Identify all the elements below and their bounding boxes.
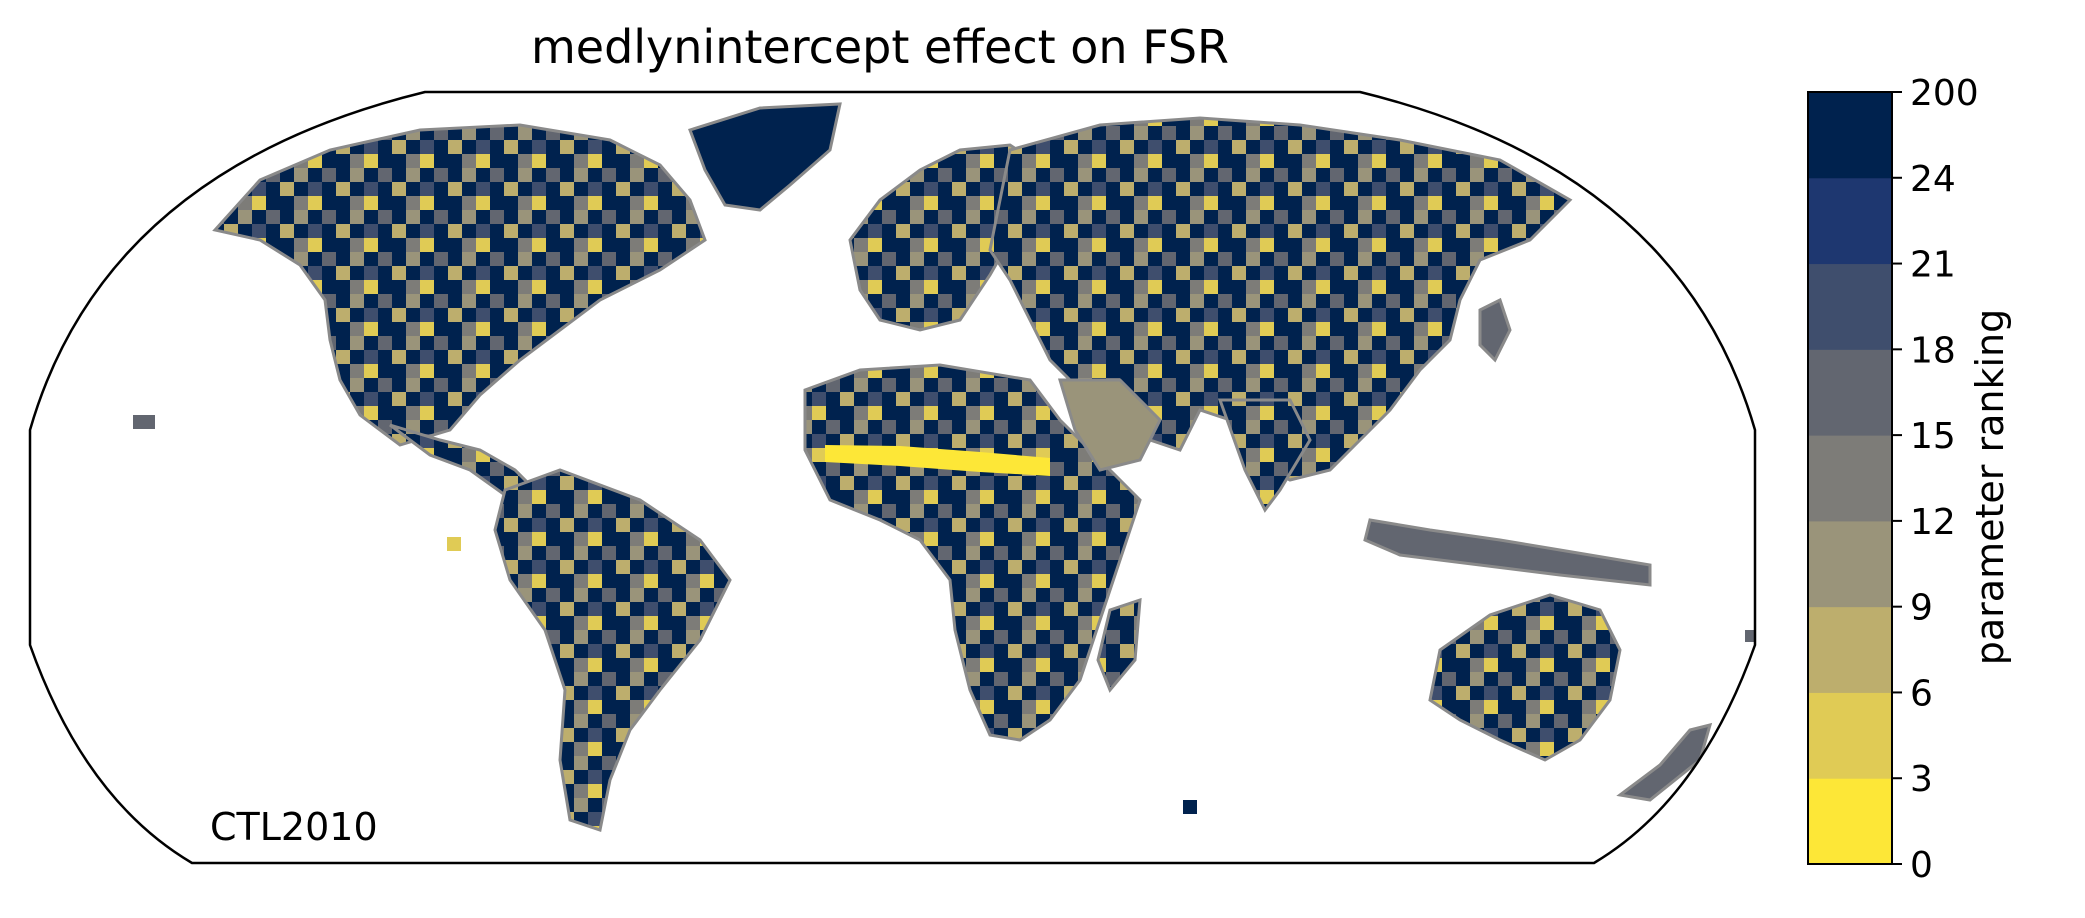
south-america — [495, 470, 730, 830]
colorbar-segment — [1808, 692, 1892, 778]
indonesia — [1365, 520, 1650, 585]
colorbar-tick-label: 6 — [1910, 673, 1933, 714]
colorbar-tick-label: 9 — [1910, 588, 1933, 629]
colorbar-tick-label: 24 — [1910, 159, 1956, 200]
colorbar-label: parameter ranking — [1968, 309, 2012, 665]
kerguelen — [1183, 800, 1197, 814]
colorbar-tick-label: 0 — [1910, 845, 1933, 886]
india — [1220, 400, 1310, 510]
colorbar-segment — [1808, 778, 1892, 864]
colorbar-segment — [1808, 521, 1892, 607]
map-label: CTL2010 — [210, 805, 378, 849]
hawaii — [133, 415, 155, 429]
galapagos — [447, 537, 461, 551]
colorbar-tick-label: 12 — [1910, 502, 1956, 543]
australia — [1430, 595, 1620, 760]
colorbar-tick-label: 21 — [1910, 245, 1956, 286]
greenland — [690, 104, 840, 210]
madagascar — [1098, 600, 1140, 690]
colorbar-tick-label: 18 — [1910, 330, 1956, 371]
north-america — [215, 125, 705, 445]
colorbar-segment — [1808, 607, 1892, 693]
land-raster — [133, 104, 1757, 830]
japan — [1480, 300, 1510, 360]
colorbar: 0 3 6 9 12 15 18 21 24 200 — [1808, 73, 1979, 886]
colorbar-segment — [1808, 178, 1892, 264]
colorbar-segment — [1808, 349, 1892, 435]
colorbar-segment — [1808, 435, 1892, 521]
colorbar-tick-label: 200 — [1910, 73, 1979, 114]
colorbar-segment — [1808, 264, 1892, 350]
colorbar-tick-label: 15 — [1910, 416, 1956, 457]
colorbar-tick-label: 3 — [1910, 759, 1933, 800]
colorbar-segment — [1808, 92, 1892, 178]
